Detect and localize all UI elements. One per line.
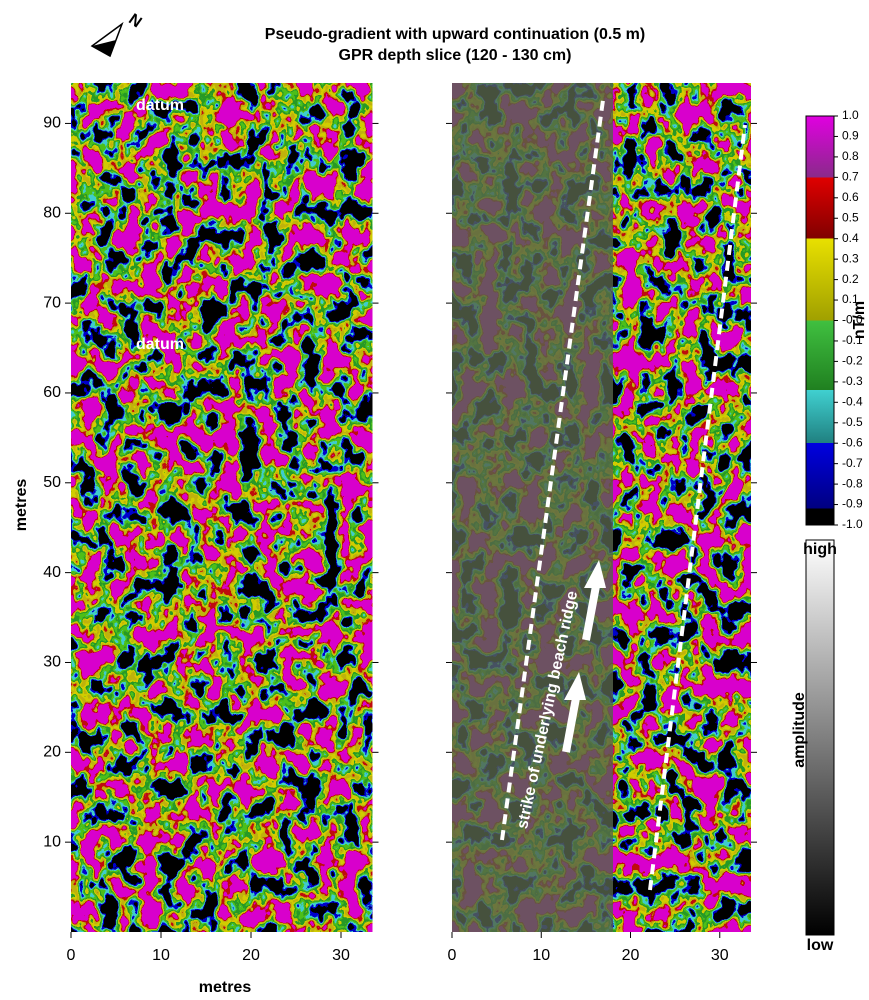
colorbar-tick-label: 0.2 xyxy=(842,272,859,286)
colorbar-tick-label: -0.9 xyxy=(842,497,863,511)
colorbar-tick-label: -0.8 xyxy=(842,476,863,490)
x-tick-label: 20 xyxy=(622,947,640,964)
x-tick-label: 10 xyxy=(152,947,170,964)
x-tick-label: 0 xyxy=(67,947,76,964)
y-tick-label: 10 xyxy=(43,833,61,850)
colorbar-tick-label: -0.1 xyxy=(842,333,863,347)
colorbar-tick-label: 1.0 xyxy=(842,108,859,122)
colorbar-tick-label: 0.5 xyxy=(842,210,859,224)
x-tick-label: 10 xyxy=(532,947,550,964)
y-tick-label: 30 xyxy=(43,654,61,671)
x-axis-label: metres xyxy=(199,979,252,995)
colorbar-tick-label: -0.2 xyxy=(842,354,863,368)
colorbar-tick-label: 0.3 xyxy=(842,251,859,265)
y-tick-label: 50 xyxy=(43,474,61,491)
colorbar-tick-label: -0.5 xyxy=(842,415,863,429)
colorbar-tick-label: 0.8 xyxy=(842,149,859,163)
colorbar-tick-label: 0.1 xyxy=(842,292,859,306)
amplitude-bottom: low xyxy=(807,937,834,954)
y-tick-label: 90 xyxy=(43,115,61,132)
north-label: N xyxy=(125,11,144,32)
colorbar xyxy=(806,116,834,525)
title-line: GPR depth slice (120 - 130 cm) xyxy=(339,47,572,64)
colorbar-tick-label: 0.6 xyxy=(842,190,859,204)
colorbar-tick-label: 0.9 xyxy=(842,129,859,143)
y-tick-label: 70 xyxy=(43,294,61,311)
y-tick-label: 60 xyxy=(43,384,61,401)
x-tick-label: 0 xyxy=(448,947,457,964)
amplitude-top: high xyxy=(803,541,837,558)
colorbar-tick-label: -0.0 xyxy=(842,313,863,327)
y-tick-label: 80 xyxy=(43,204,61,221)
map-raster xyxy=(71,83,373,932)
colorbar-tick-label: -1.0 xyxy=(842,517,863,531)
annotation: datum xyxy=(136,97,184,114)
colorbar-tick-label: -0.7 xyxy=(842,456,863,470)
x-tick-label: 30 xyxy=(332,947,350,964)
amplitude-label: amplitude xyxy=(791,692,808,768)
colorbar-tick-label: 0.4 xyxy=(842,231,859,245)
colorbar-tick-label: -0.3 xyxy=(842,374,863,388)
annotation: datum xyxy=(136,336,184,353)
y-tick-label: 40 xyxy=(43,564,61,581)
north-arrow: N xyxy=(92,11,145,56)
y-tick-label: 20 xyxy=(43,744,61,761)
figure: Pseudo-gradient with upward continuation… xyxy=(0,0,869,995)
amplitude-bar xyxy=(806,540,834,935)
colorbar-tick-label: 0.7 xyxy=(842,170,859,184)
colorbar-tick-label: -0.6 xyxy=(842,435,863,449)
colorbar-tick-label: -0.4 xyxy=(842,394,863,408)
x-tick-label: 30 xyxy=(711,947,729,964)
x-tick-label: 20 xyxy=(242,947,260,964)
y-axis-label: metres xyxy=(13,479,30,532)
title-line: Pseudo-gradient with upward continuation… xyxy=(265,26,645,43)
